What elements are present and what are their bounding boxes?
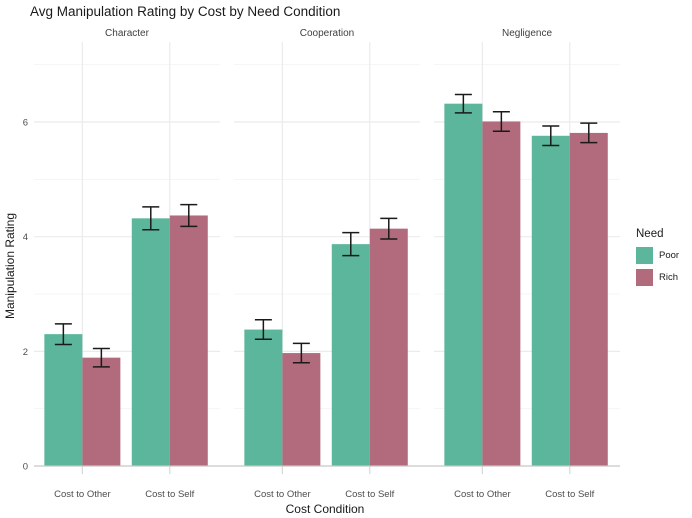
y-tick-label: 4 <box>23 232 28 243</box>
bar-rich <box>82 357 121 466</box>
legend-item-poor: Poor <box>636 247 679 264</box>
legend-label-poor: Poor <box>659 250 680 261</box>
bar-rich <box>369 228 408 466</box>
x-axis-title: Cost Condition <box>285 502 365 516</box>
legend-title: Need <box>636 228 664 240</box>
y-tick-label: 2 <box>23 347 28 358</box>
legend-item-rich: Rich <box>636 269 679 286</box>
legend-label-rich: Rich <box>659 272 679 283</box>
bar-rich <box>282 353 321 466</box>
legend-swatch-poor-icon <box>636 247 653 264</box>
bar-poor <box>444 103 483 466</box>
y-axis-title: Manipulation Rating <box>3 212 18 320</box>
facet-label: Character <box>105 28 150 39</box>
facet-label: Negligence <box>502 28 552 39</box>
bar-poor <box>531 135 570 466</box>
x-tick-label: Cost to Self <box>545 489 594 500</box>
x-tick-label: Cost to Self <box>145 489 194 500</box>
x-tick-label: Cost to Self <box>345 489 394 500</box>
facet-label: Cooperation <box>300 28 354 39</box>
x-tick-label: Cost to Other <box>54 489 111 500</box>
chart-title: Avg Manipulation Rating by Cost by Need … <box>30 4 341 19</box>
x-tick-label: Cost to Other <box>254 489 311 500</box>
bar-rich <box>482 121 521 466</box>
y-tick-label: 6 <box>23 118 28 129</box>
y-tick-label: 0 <box>23 462 28 473</box>
bar-poor <box>131 218 170 466</box>
bar-rich <box>169 215 208 466</box>
bar-rich <box>569 132 608 466</box>
legend: Need Poor Rich <box>636 228 679 291</box>
bar-poor <box>44 334 83 466</box>
x-tick-label: Cost to Other <box>454 489 511 500</box>
bar-poor <box>331 244 370 466</box>
legend-swatch-rich-icon <box>636 269 653 286</box>
bar-poor <box>244 329 283 466</box>
